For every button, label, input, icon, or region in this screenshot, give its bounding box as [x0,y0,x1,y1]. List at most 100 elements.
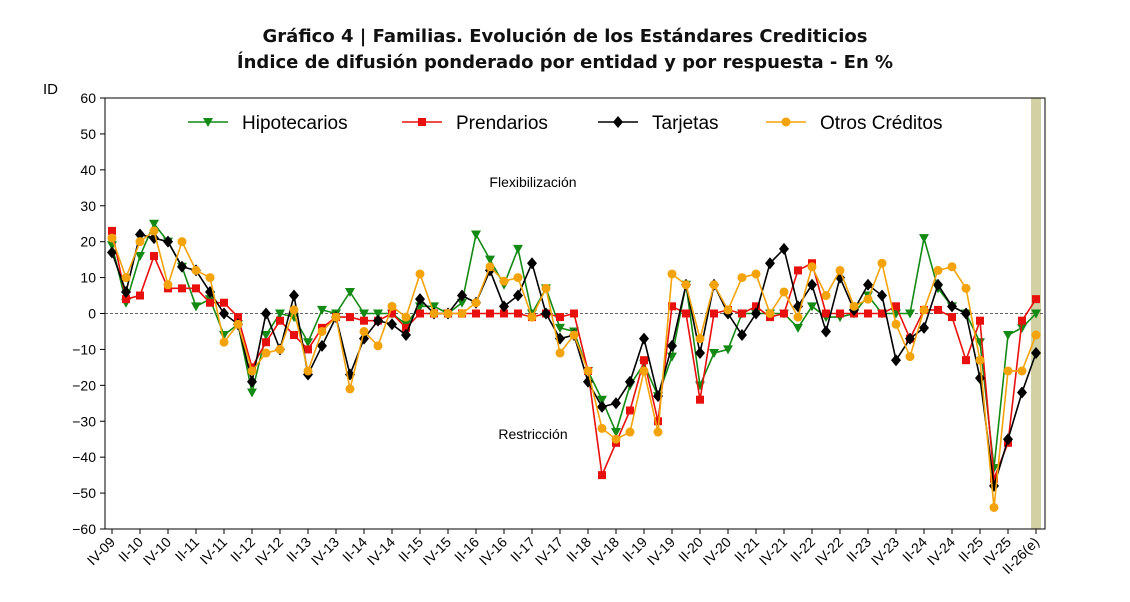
data-point [234,313,242,322]
data-point [919,321,929,334]
data-point [821,325,831,338]
data-point [751,269,761,279]
data-point [219,307,229,320]
legend-item: Otros Créditos [766,113,942,134]
data-point [947,262,957,272]
data-point [779,242,789,255]
data-point [443,309,453,318]
x-tick-label: II-20 [675,534,706,565]
y-tick-label: −20 [72,377,96,393]
data-point [418,118,426,126]
data-point [780,309,788,318]
x-tick-label: II-14 [339,534,370,565]
data-point [891,354,901,367]
data-point [513,289,523,302]
data-point [597,423,607,433]
data-point [275,309,285,319]
data-point [877,289,887,302]
data-point [779,287,789,297]
chart-title: Gráfico 4 | Familias. Evolución de los E… [0,24,1130,76]
data-point [723,345,733,355]
legend-label: Hipotecarios [242,113,348,134]
data-point [247,375,257,388]
data-point [1017,323,1027,333]
data-point [905,332,915,345]
data-point [878,309,886,318]
x-tick-label: II-16 [451,534,482,565]
data-point [485,255,495,265]
x-tick-label: IV-20 [700,534,735,569]
data-point [107,233,117,243]
data-point [402,323,410,332]
data-point [499,276,509,286]
legend-item: Tarjetas [598,113,719,134]
data-point [625,375,635,388]
x-tick-label: IV-17 [532,534,567,569]
x-tick-label: IV-13 [308,534,343,569]
data-point [303,338,313,348]
x-tick-label: IV-22 [812,534,847,569]
data-point [149,219,159,229]
data-point [359,326,369,336]
data-point [710,309,718,318]
data-point [1003,331,1013,341]
data-point [933,278,943,291]
data-point [919,234,929,244]
data-point [360,316,368,325]
data-point [513,244,523,254]
data-point [961,307,971,320]
data-point [513,273,523,283]
x-tick-label: IV-12 [252,534,287,569]
x-tick-label: II-13 [283,534,314,565]
data-point [905,352,915,362]
x-tick-label: IV-19 [644,534,679,569]
data-point [613,116,623,128]
x-tick-label: IV-18 [588,534,623,569]
data-point [864,309,872,318]
data-point [471,298,481,308]
data-point [1032,295,1040,304]
data-point [598,471,606,480]
x-tick-label: II-22 [787,534,818,565]
x-tick-label: II-25 [955,534,986,565]
data-point [668,302,676,311]
x-tick-label: II-15 [395,534,426,565]
data-point [289,305,299,315]
data-point [541,283,551,293]
y-tick-label: 10 [80,270,96,286]
x-tick-label: IV-11 [196,534,230,568]
x-tick-label: IV-09 [84,534,119,569]
data-point [206,298,214,307]
series-tarjetas [107,228,1041,492]
y-tick-label: 40 [80,162,96,178]
y-tick-label: 0 [88,306,96,322]
data-point [317,339,327,352]
data-point [891,319,901,329]
series-line [111,230,1037,480]
data-point [219,337,229,347]
y-tick-label: −50 [72,485,96,501]
x-tick-label: IV-23 [868,534,903,569]
data-point [723,305,733,315]
x-tick-label: IV-10 [140,534,175,569]
data-point [611,428,621,438]
y-tick-label: −10 [72,341,96,357]
data-point [975,355,985,365]
chart-title-line-2: Índice de difusión ponderado por entidad… [236,52,894,73]
y-tick-label: −30 [72,413,96,429]
data-point [541,307,551,320]
data-point [640,356,648,365]
data-point [275,344,285,354]
data-point [696,395,704,404]
data-point [597,400,607,413]
data-point [415,293,425,306]
data-point [373,341,383,351]
data-point [135,252,145,262]
data-point [387,301,397,311]
data-point [107,246,117,259]
data-point [191,302,201,312]
data-point [990,474,998,483]
data-point [667,269,677,279]
data-point [345,287,355,297]
data-point [500,309,508,318]
